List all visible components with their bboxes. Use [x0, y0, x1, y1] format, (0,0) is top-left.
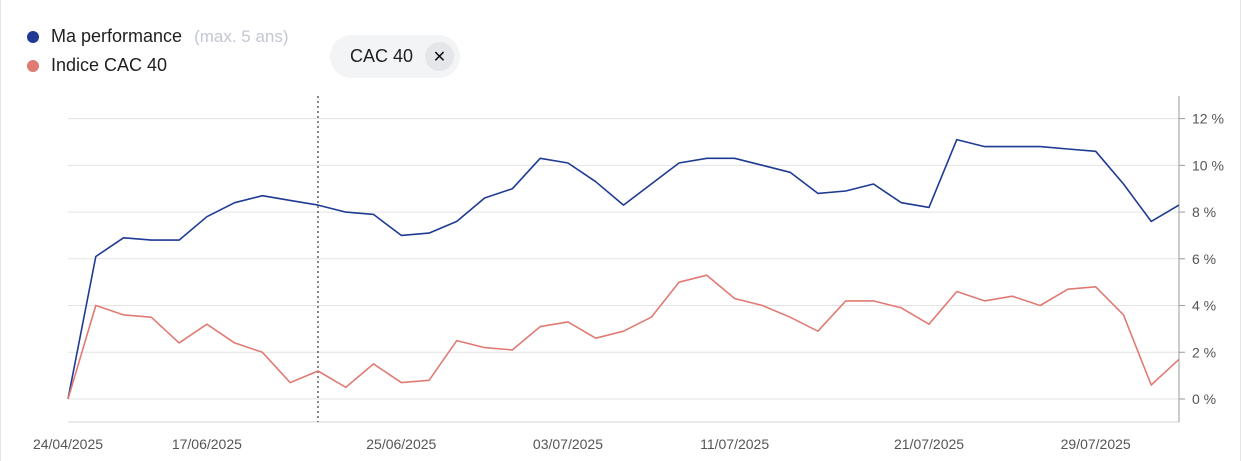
series-line-cac40: [67, 274, 1180, 400]
legend-note-max-years: (max. 5 ans): [194, 26, 289, 46]
index-filter-label: CAC 40: [350, 46, 414, 66]
x-tick-label: 03/07/2025: [533, 436, 603, 452]
x-tick-label: 25/06/2025: [366, 436, 436, 452]
y-tick-label: 4 %: [1192, 298, 1216, 314]
y-tick-label: 0 %: [1192, 391, 1216, 407]
x-tick-label: 17/06/2025: [172, 436, 242, 452]
axes: [68, 96, 1185, 423]
legend-item-performance[interactable]: Ma performance (max. 5 ans): [27, 22, 289, 51]
legend-dot-performance: [27, 30, 39, 43]
legend-dot-cac40: [27, 59, 39, 72]
y-tick-label: 12 %: [1192, 111, 1224, 127]
y-tick-label: 8 %: [1192, 204, 1216, 220]
legend-label-cac40: Indice CAC 40: [51, 55, 168, 75]
tick-labels: 0 % 2 % 4 % 6 % 8 % 10 % 12 % 24/04/2025 17/06/2…: [33, 111, 1224, 452]
x-tick-label: 21/07/2025: [894, 436, 964, 452]
y-tick-label: 10 %: [1192, 157, 1224, 173]
x-tick-label: 29/07/2025: [1061, 436, 1131, 452]
y-tick-label: 2 %: [1192, 344, 1216, 360]
x-tick-label: 24/04/2025: [33, 436, 103, 452]
index-filter-chip[interactable]: CAC 40 ✕: [330, 35, 460, 78]
grid-lines: [68, 118, 1179, 400]
close-icon[interactable]: ✕: [425, 42, 454, 71]
series-lines: [67, 138, 1180, 400]
legend-item-cac40[interactable]: Indice CAC 40: [27, 51, 289, 80]
y-tick-label: 6 %: [1192, 251, 1216, 267]
legend-label-performance: Ma performance: [51, 26, 183, 46]
chart-legend: Ma performance (max. 5 ans) Indice CAC 4…: [27, 22, 289, 80]
x-tick-label: 11/07/2025: [700, 436, 769, 452]
series-line-performance: [67, 138, 1180, 400]
